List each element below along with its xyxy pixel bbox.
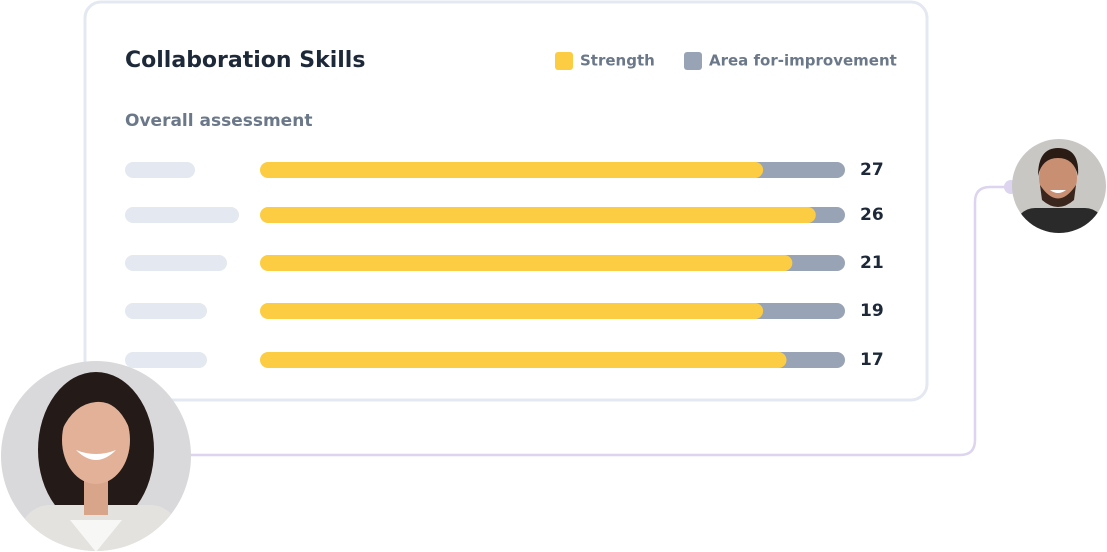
bar-segment xyxy=(260,162,764,178)
score-label: 19 xyxy=(860,301,884,321)
bar-segment xyxy=(747,162,845,178)
label-placeholder xyxy=(125,162,195,178)
label-placeholder xyxy=(125,255,227,271)
plot: 27 26 21 19 17 xyxy=(125,160,884,370)
legend-label: Strength xyxy=(580,52,655,70)
avatar xyxy=(1012,139,1106,233)
score-label: 17 xyxy=(860,350,884,370)
legend-swatch xyxy=(684,52,702,70)
bar-segment xyxy=(770,352,845,368)
score-label: 27 xyxy=(860,160,884,180)
bar-segment xyxy=(260,207,816,223)
legend-swatch xyxy=(555,52,573,70)
bar-segment xyxy=(260,255,793,271)
bar-segment xyxy=(260,303,764,319)
bar-segment xyxy=(260,352,787,368)
subtitle: Overall assessment xyxy=(125,111,312,131)
label-placeholder xyxy=(125,352,207,368)
label-placeholder xyxy=(125,303,207,319)
connector-line xyxy=(184,185,1011,457)
label-placeholder xyxy=(125,207,239,223)
bar-segment xyxy=(776,255,845,271)
legend-label: Area for-improvement xyxy=(709,52,897,70)
bar-segment xyxy=(747,303,845,319)
card-title: Collaboration Skills xyxy=(125,48,365,73)
score-label: 26 xyxy=(860,205,884,225)
legend: Strength Area for-improvement xyxy=(555,52,897,70)
card xyxy=(83,0,929,402)
score-label: 21 xyxy=(860,253,884,273)
